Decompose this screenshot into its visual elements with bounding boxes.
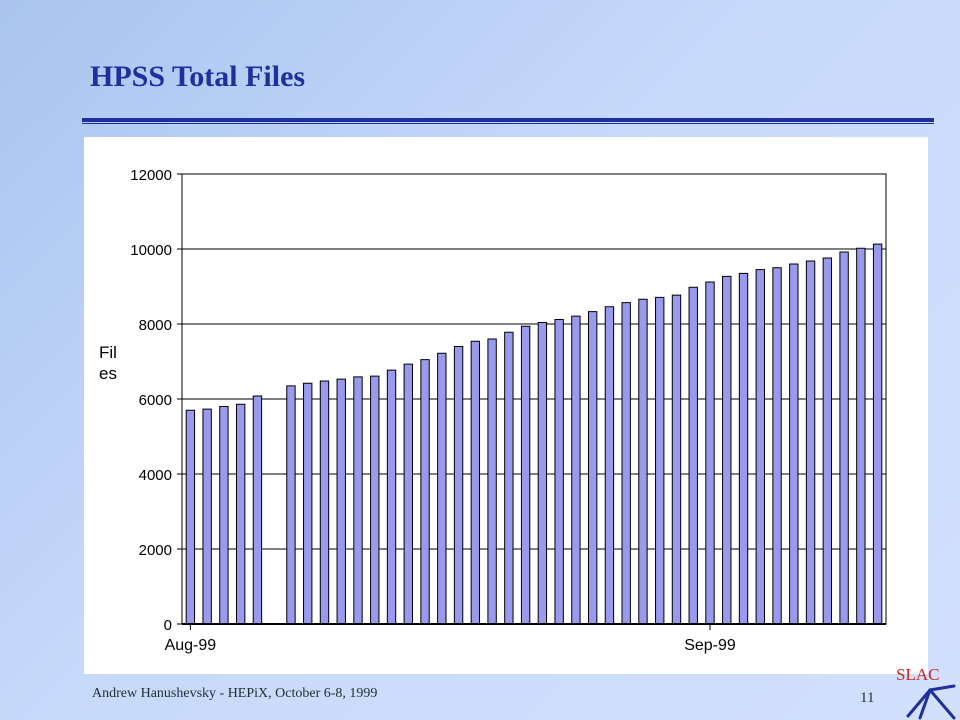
y-tick-label: 12000 bbox=[130, 167, 172, 184]
bar bbox=[185, 409, 196, 625]
bar bbox=[772, 267, 782, 625]
bar bbox=[437, 352, 447, 625]
bar bbox=[202, 408, 212, 625]
bar bbox=[671, 294, 682, 625]
bar bbox=[504, 331, 514, 625]
bar bbox=[822, 257, 833, 625]
bar bbox=[336, 378, 346, 625]
bar bbox=[219, 406, 229, 625]
bar bbox=[286, 385, 296, 625]
bar bbox=[420, 359, 430, 625]
y-tick-label: 8000 bbox=[139, 317, 172, 334]
bar bbox=[252, 395, 263, 625]
bar bbox=[604, 306, 615, 625]
bar bbox=[856, 247, 866, 625]
slide-number: 11 bbox=[860, 690, 875, 706]
y-tick-label: 2000 bbox=[139, 542, 172, 559]
y-tick-label: 4000 bbox=[139, 467, 172, 484]
bar bbox=[386, 369, 397, 625]
bar bbox=[571, 315, 581, 625]
footer-text: Andrew Hanushevsky - HEPiX, October 6-8,… bbox=[92, 686, 378, 701]
y-tick-label: 10000 bbox=[130, 242, 172, 259]
title-rule bbox=[82, 118, 934, 124]
x-tick-label: Sep-99 bbox=[684, 637, 736, 654]
svg-text:SLAC: SLAC bbox=[896, 665, 939, 684]
bar bbox=[872, 243, 883, 625]
bar bbox=[705, 281, 715, 625]
x-tick-label: Aug-99 bbox=[165, 637, 217, 654]
bar bbox=[319, 380, 330, 625]
bar bbox=[403, 363, 413, 625]
bar bbox=[722, 275, 732, 625]
y-tick-label: 0 bbox=[164, 617, 172, 634]
bar bbox=[839, 251, 849, 625]
bar bbox=[805, 260, 816, 625]
bar bbox=[688, 286, 698, 625]
bar bbox=[520, 325, 531, 625]
bar bbox=[235, 403, 246, 625]
bar bbox=[554, 319, 564, 625]
bar bbox=[487, 338, 497, 625]
bar bbox=[638, 298, 648, 625]
bar bbox=[453, 346, 464, 625]
bar bbox=[353, 376, 363, 625]
bar bbox=[587, 311, 598, 625]
bar bbox=[738, 272, 749, 625]
y-tick-label: 6000 bbox=[139, 392, 172, 409]
bar bbox=[655, 296, 665, 625]
bar bbox=[755, 269, 765, 625]
bar bbox=[621, 302, 631, 625]
slac-logo: SLAC bbox=[896, 665, 956, 720]
bar bbox=[537, 322, 548, 625]
bar bbox=[303, 382, 313, 625]
slide-title: HPSS Total Files bbox=[90, 60, 306, 93]
y-axis-label: Files bbox=[99, 343, 117, 383]
bar bbox=[470, 340, 481, 625]
bar bbox=[789, 263, 799, 625]
bar bbox=[370, 375, 380, 625]
